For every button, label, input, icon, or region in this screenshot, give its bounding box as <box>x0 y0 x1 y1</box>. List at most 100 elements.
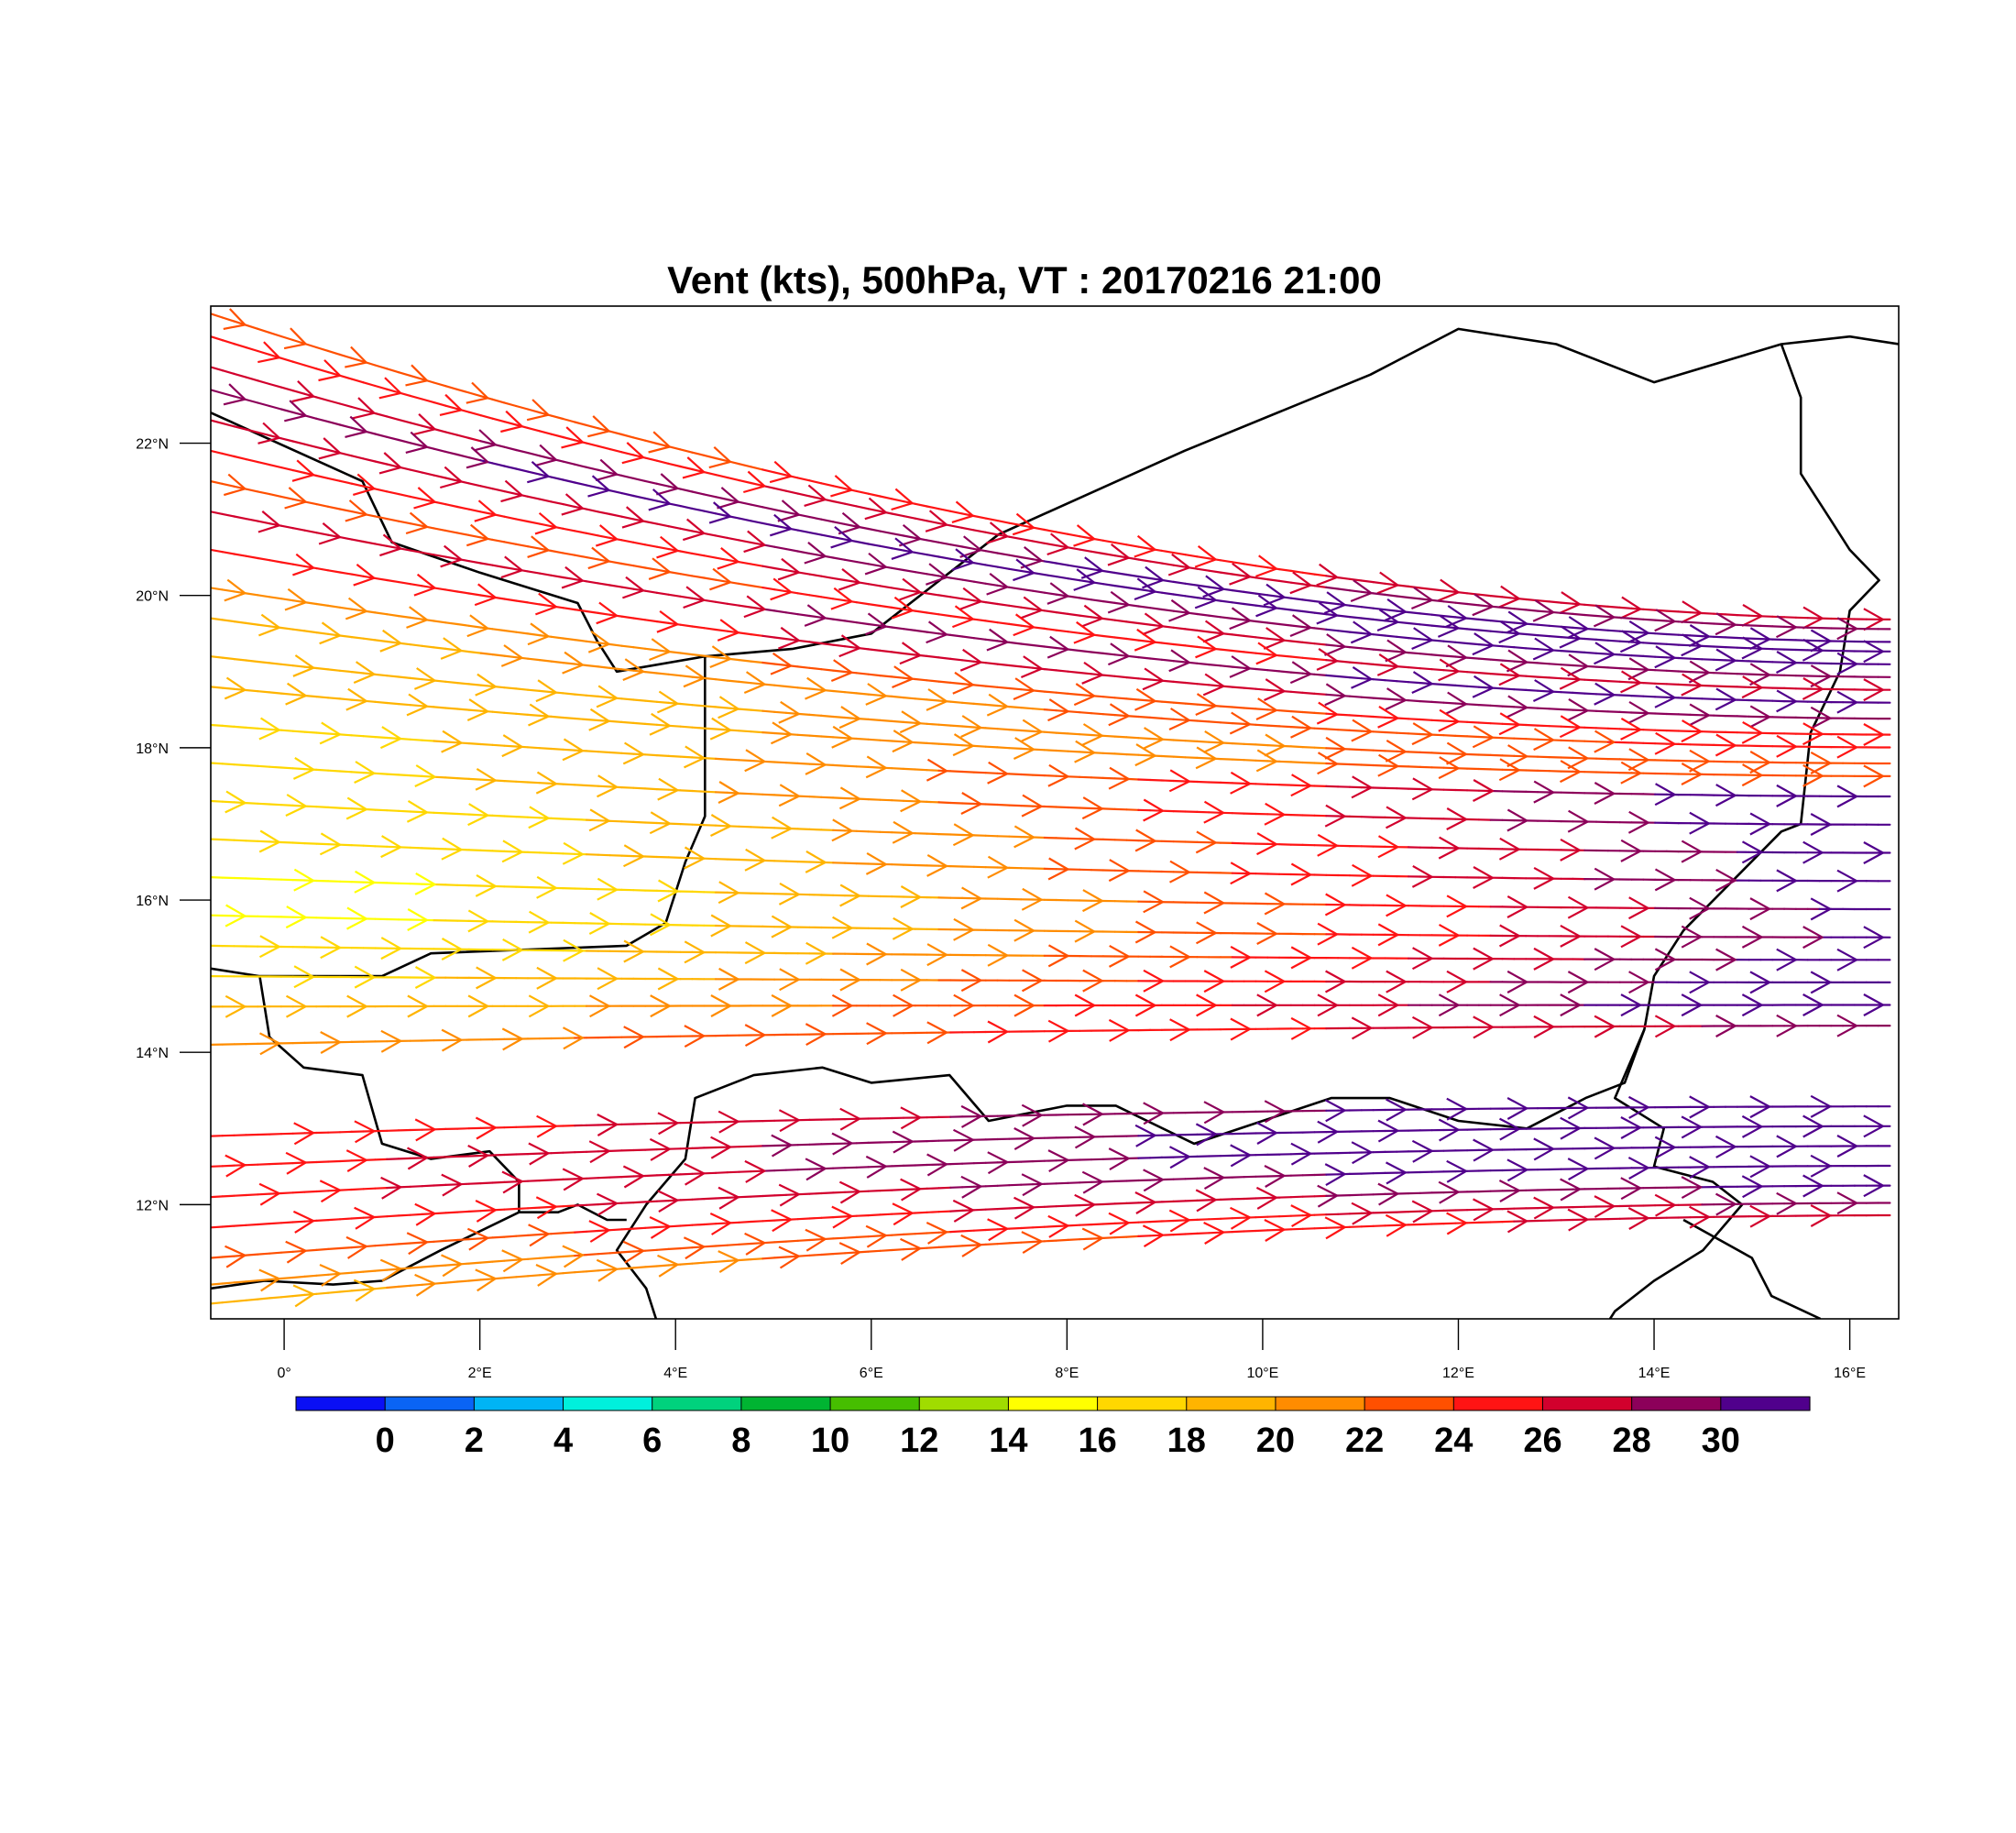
arrow-head <box>709 567 732 591</box>
arrow-head <box>1473 866 1494 889</box>
arrow-head <box>225 790 247 814</box>
arrow-head <box>900 968 922 992</box>
arrow-head <box>1230 771 1252 795</box>
arrow-head <box>892 916 914 940</box>
arrow-head <box>623 844 645 868</box>
arrow-head <box>1107 590 1130 614</box>
arrow-head <box>1507 970 1528 993</box>
arrow-head <box>467 803 489 827</box>
arrow-head <box>225 1154 247 1178</box>
colorbar-swatch <box>652 1397 742 1410</box>
arrow-head <box>1290 715 1312 739</box>
arrow-head <box>1594 642 1616 665</box>
arrow-head <box>1681 763 1703 785</box>
arrow-head <box>562 1026 584 1050</box>
arrow-head <box>1446 895 1468 918</box>
arrow-head <box>709 717 732 741</box>
arrow-head <box>1134 743 1156 767</box>
arrow-head <box>744 848 766 872</box>
arrow-head <box>657 879 679 903</box>
arrow-head <box>441 730 463 753</box>
arrow-head <box>1047 944 1069 968</box>
arrow-head <box>655 473 679 496</box>
arrow-head <box>1020 546 1043 569</box>
arrow-head <box>899 642 922 665</box>
arrow-head <box>1324 1163 1346 1187</box>
arrow-head <box>223 473 247 497</box>
streamline-8 <box>211 548 1891 730</box>
arrow-head <box>1263 583 1286 607</box>
arrow-head <box>1863 723 1884 746</box>
arrow-head <box>1074 919 1096 943</box>
arrow-head <box>476 966 497 990</box>
arrow-head <box>352 397 376 420</box>
arrow-head <box>1143 969 1165 993</box>
arrow-head <box>441 938 463 960</box>
arrow-head <box>354 965 376 989</box>
arrow-head <box>718 967 740 991</box>
arrow-head <box>596 1258 619 1282</box>
arrow-head <box>926 1153 948 1177</box>
arrow-head <box>926 943 948 967</box>
arrow-head <box>1047 857 1069 881</box>
arrow-head <box>1507 1210 1528 1234</box>
arrow-head <box>1836 869 1858 893</box>
arrow-head <box>1741 763 1763 787</box>
arrow-head <box>1836 948 1858 971</box>
arrow-head <box>1047 1019 1069 1043</box>
arrow-head <box>1203 1167 1225 1191</box>
arrow-head <box>528 1142 550 1166</box>
arrow-head <box>1324 736 1346 760</box>
arrow-head <box>622 741 645 765</box>
arrow-head <box>1411 627 1433 651</box>
arrow-head <box>622 658 645 682</box>
streamline-3 <box>211 383 1891 664</box>
arrow-head <box>345 687 367 711</box>
arrow-head <box>475 673 497 697</box>
arrow-head <box>771 816 793 840</box>
arrow-head <box>319 832 342 856</box>
arrow-head <box>1715 687 1737 711</box>
arrow-head <box>1168 1146 1190 1169</box>
arrow-head <box>405 431 429 454</box>
arrow-head <box>1446 1159 1468 1183</box>
arrow-head <box>1324 1216 1346 1240</box>
arrow-head <box>649 1216 671 1239</box>
arrow-head <box>1013 1127 1035 1151</box>
arrow-head <box>1013 918 1035 942</box>
arrow-head <box>345 346 367 368</box>
arrow-head <box>1264 1219 1286 1242</box>
arrow-head <box>866 942 887 966</box>
arrow-head <box>1594 1136 1616 1160</box>
arrow-head <box>1264 678 1286 702</box>
arrow-head <box>467 1145 489 1168</box>
arrow-head <box>1688 703 1710 727</box>
arrow-head <box>1507 744 1528 768</box>
arrow-head <box>1628 971 1649 994</box>
arrow-head <box>501 938 523 961</box>
arrow-head <box>466 446 489 469</box>
arrow-head <box>1316 601 1339 625</box>
arrow-head <box>501 840 523 863</box>
arrow-head <box>1143 1169 1165 1192</box>
arrow-head <box>865 755 887 779</box>
boundary-line-0 <box>211 327 1899 674</box>
arrow-head <box>656 610 679 633</box>
arrow-head <box>1802 606 1824 630</box>
arrow-head <box>1715 948 1737 971</box>
arrow-head <box>1134 1191 1156 1214</box>
arrow-head <box>1168 860 1190 884</box>
arrow-head <box>1386 1098 1407 1122</box>
arrow-head <box>1350 579 1373 603</box>
arrow-head <box>865 851 887 875</box>
arrow-head <box>710 814 732 837</box>
arrow-head <box>710 914 732 938</box>
arrow-head <box>1688 660 1710 684</box>
colorbar-swatch <box>1453 1397 1544 1410</box>
arrow-head <box>588 994 610 1018</box>
arrow-head <box>1074 740 1096 763</box>
arrow-head <box>743 595 766 619</box>
arrow-head <box>717 487 740 510</box>
colorbar-label: 2 <box>465 1421 484 1460</box>
arrow-head <box>345 415 367 438</box>
